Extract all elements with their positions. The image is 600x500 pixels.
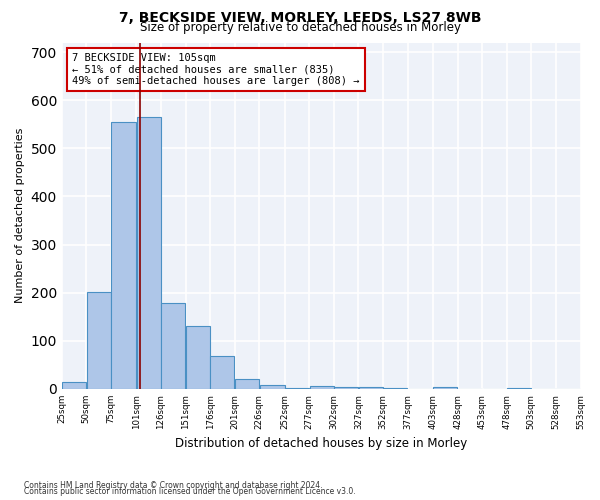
Text: Contains public sector information licensed under the Open Government Licence v3: Contains public sector information licen… (24, 488, 356, 496)
Bar (62, 382, 86, 389)
Bar (507, 388, 531, 389)
Bar (285, 388, 309, 389)
Bar (161, 304, 185, 389)
Bar (383, 388, 407, 389)
X-axis label: Distribution of detached houses by size in Morley: Distribution of detached houses by size … (175, 437, 467, 450)
Bar (433, 388, 457, 389)
Bar (235, 380, 259, 389)
Text: 7 BECKSIDE VIEW: 105sqm
← 51% of detached houses are smaller (835)
49% of semi-d: 7 BECKSIDE VIEW: 105sqm ← 51% of detache… (72, 53, 359, 86)
Text: Size of property relative to detached houses in Morley: Size of property relative to detached ho… (139, 22, 461, 35)
Bar (186, 326, 210, 389)
Bar (211, 356, 235, 389)
Bar (359, 386, 383, 389)
Bar (86, 292, 110, 389)
Bar (111, 122, 136, 389)
Y-axis label: Number of detached properties: Number of detached properties (15, 128, 25, 304)
Bar (260, 385, 284, 389)
Text: 7, BECKSIDE VIEW, MORLEY, LEEDS, LS27 8WB: 7, BECKSIDE VIEW, MORLEY, LEEDS, LS27 8W… (119, 11, 481, 25)
Bar (137, 117, 161, 389)
Bar (310, 386, 334, 389)
Bar (334, 386, 358, 389)
Text: Contains HM Land Registry data © Crown copyright and database right 2024.: Contains HM Land Registry data © Crown c… (24, 481, 323, 490)
